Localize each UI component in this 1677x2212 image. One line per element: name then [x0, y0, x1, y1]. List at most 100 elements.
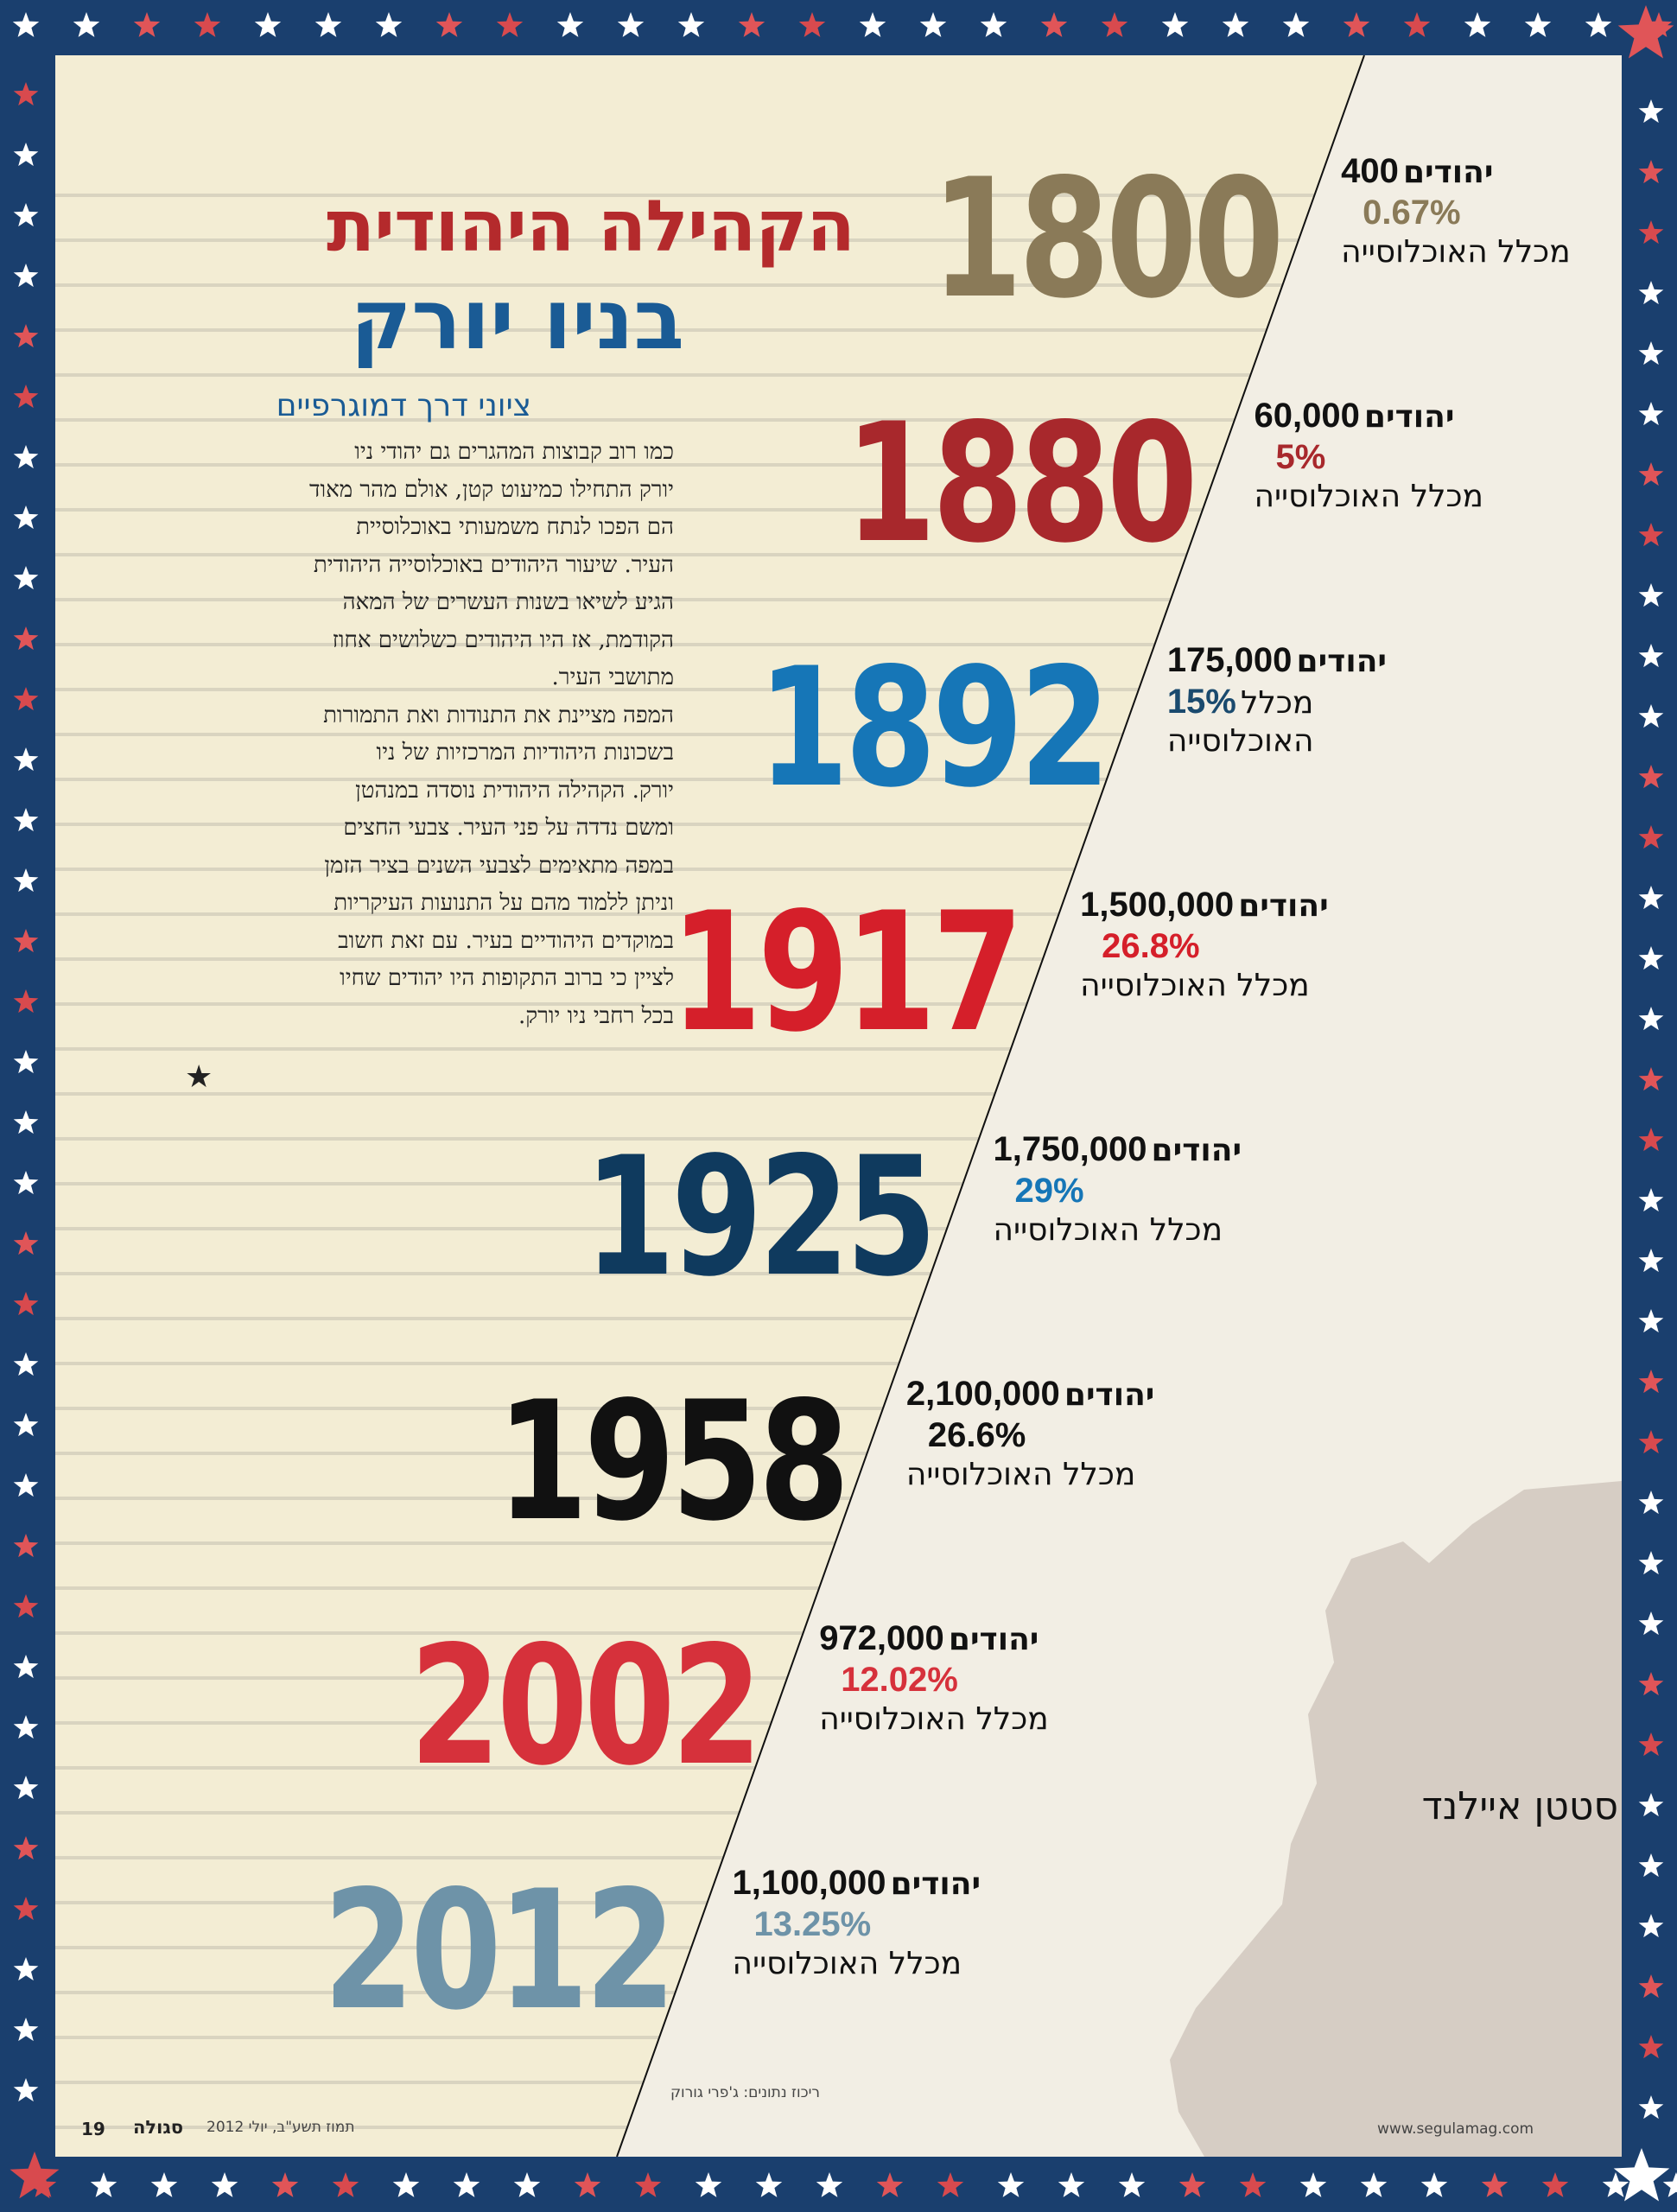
page-sheet: הקהילה היהודית בניו יורק ציוני דרך דמוגר…	[55, 55, 1622, 2157]
intro-line: וניתן ללמוד מהם על התנועות העיקריות	[333, 890, 674, 916]
border-star-icon	[1638, 1309, 1664, 1333]
page-number: 19	[81, 2119, 105, 2139]
timeline-stats: 1,500,000 יהודים 26.8% מכלל האוכלוסייה	[1080, 884, 1339, 1004]
intro-line: כמו רוב קבוצות המהגרים גם יהודי ניו	[354, 439, 674, 465]
border-star-icon	[13, 566, 39, 590]
percent-row: 26.8%	[1080, 925, 1339, 967]
border-star-icon	[13, 2018, 39, 2042]
border-star-icon	[13, 989, 39, 1014]
border-star-icon	[73, 12, 100, 37]
paper-stripe	[55, 733, 1622, 736]
paper-stripe	[55, 823, 1622, 826]
intro-line: במפה מתאימים לצבעי השנים בציר הזמן	[324, 852, 674, 879]
paper-stripe	[55, 1047, 1622, 1051]
subtitle: ציוני דרך דמוגרפיים	[276, 388, 531, 423]
population-percent: 13.25%	[753, 1905, 872, 1943]
jews-label: יהודים	[1238, 888, 1329, 924]
paper-stripe	[55, 283, 1622, 287]
border-star-icon	[1638, 402, 1664, 426]
border-star-icon	[13, 264, 39, 288]
border-star-icon	[1662, 2172, 1677, 2197]
timeline-year: 1880	[844, 388, 1198, 579]
intro-line: המפה מציינת את התנודות ואת התמורות	[323, 702, 674, 728]
intro-line: לציין כי ברוב התקופות היו יהודים שחיו	[340, 965, 674, 991]
population-percent: 29%	[1014, 1172, 1084, 1210]
border-star-icon	[1638, 1249, 1664, 1273]
jewish-population-row: 972,000 יהודים	[819, 1618, 1078, 1659]
border-star-icon	[13, 1352, 39, 1376]
border-star-icon	[13, 1655, 39, 1679]
paper-stripe	[55, 643, 1622, 646]
border-star-icon	[1058, 2172, 1085, 2197]
border-star-icon	[1638, 1974, 1664, 1999]
percent-row: 29%	[994, 1170, 1253, 1211]
percent-row: 15% מכלל	[1167, 681, 1426, 722]
border-star-icon	[13, 505, 39, 530]
border-star-icon	[1638, 462, 1664, 486]
population-label: מכלל האוכלוסייה	[1080, 968, 1310, 1003]
border-star-icon	[1541, 2172, 1569, 2197]
paper-stripe	[55, 418, 1622, 422]
intro-line: יורק התחילו כמיעוט קטן, אולם מהר מאוד	[308, 476, 674, 503]
border-star-icon	[133, 12, 161, 37]
border-star-icon	[1638, 1551, 1664, 1575]
border-star-icon	[1638, 2095, 1664, 2120]
jewish-population-count: 60,000	[1254, 397, 1360, 435]
jews-label: יהודים	[1064, 1377, 1155, 1413]
border-star-icon	[1403, 12, 1431, 37]
population-percent: 0.67%	[1363, 194, 1461, 232]
jewish-population-count: 400	[1341, 152, 1399, 190]
paper-stripe	[55, 508, 1622, 512]
border-star-icon	[453, 2172, 480, 2197]
population-label: מכלל האוכלוסייה	[732, 1946, 962, 1981]
paper-stripe	[55, 1452, 1622, 1455]
jews-label: יהודים	[890, 1866, 981, 1902]
border-star-icon	[1638, 281, 1664, 305]
paper-stripe	[55, 1092, 1622, 1096]
timeline-stats: 972,000 יהודים 12.02% מכלל האוכלוסייה	[819, 1618, 1078, 1738]
border-star-icon	[556, 12, 584, 37]
population-label: מכלל האוכלוסייה	[905, 1457, 1136, 1492]
border-star-icon	[13, 1292, 39, 1316]
timeline-year: 2012	[322, 1855, 677, 2046]
population-percent: 12.02%	[841, 1661, 958, 1699]
border-star-icon	[980, 12, 1007, 37]
border-star-icon	[13, 1776, 39, 1800]
border-star-icon	[798, 12, 826, 37]
page-title-city: בניו יורק	[350, 271, 684, 368]
border-star-icon	[13, 445, 39, 469]
percent-row: 13.25%	[733, 1904, 992, 1945]
paper-decoration	[55, 55, 1622, 2157]
border-star-icon	[13, 143, 39, 167]
jews-label: יהודים	[1151, 1133, 1242, 1168]
timeline-stats: 2,100,000 יהודים 26.6% מכלל האוכלוסייה	[906, 1373, 1166, 1493]
border-star-icon	[1524, 12, 1552, 37]
border-star-icon	[1638, 220, 1664, 245]
percent-row: 0.67%	[1341, 192, 1600, 233]
border-star-icon	[1638, 1914, 1664, 1938]
timeline-year: 1925	[583, 1122, 937, 1313]
border-star-icon	[13, 808, 39, 832]
paper-stripe	[55, 1002, 1622, 1006]
border-star-icon	[392, 2172, 420, 2197]
star-end-icon: ★	[185, 1059, 213, 1095]
border-star-icon	[1638, 704, 1664, 728]
border-star-icon	[314, 12, 342, 37]
border-star-icon	[1118, 2172, 1146, 2197]
border-star-icon	[1638, 1007, 1664, 1031]
paper-stripe	[55, 688, 1622, 691]
border-star-icon	[13, 82, 39, 106]
border-star-icon	[1360, 2172, 1388, 2197]
population-label: מכלל האוכלוסייה	[993, 1212, 1223, 1248]
border-star-icon	[332, 2172, 359, 2197]
intro-line: הם הפכו לנתח משמעותי באוכלוסיית	[356, 514, 674, 540]
paper-stripe	[55, 1317, 1622, 1320]
border-star-icon	[150, 2172, 178, 2197]
paper-stripe	[55, 1272, 1622, 1275]
border-star-icon	[13, 1231, 39, 1255]
population-label: האוכלוסייה	[1166, 723, 1314, 759]
paper-stripe	[55, 1497, 1622, 1500]
percent-row: 5%	[1254, 436, 1513, 478]
border-star-icon	[13, 1957, 39, 1981]
